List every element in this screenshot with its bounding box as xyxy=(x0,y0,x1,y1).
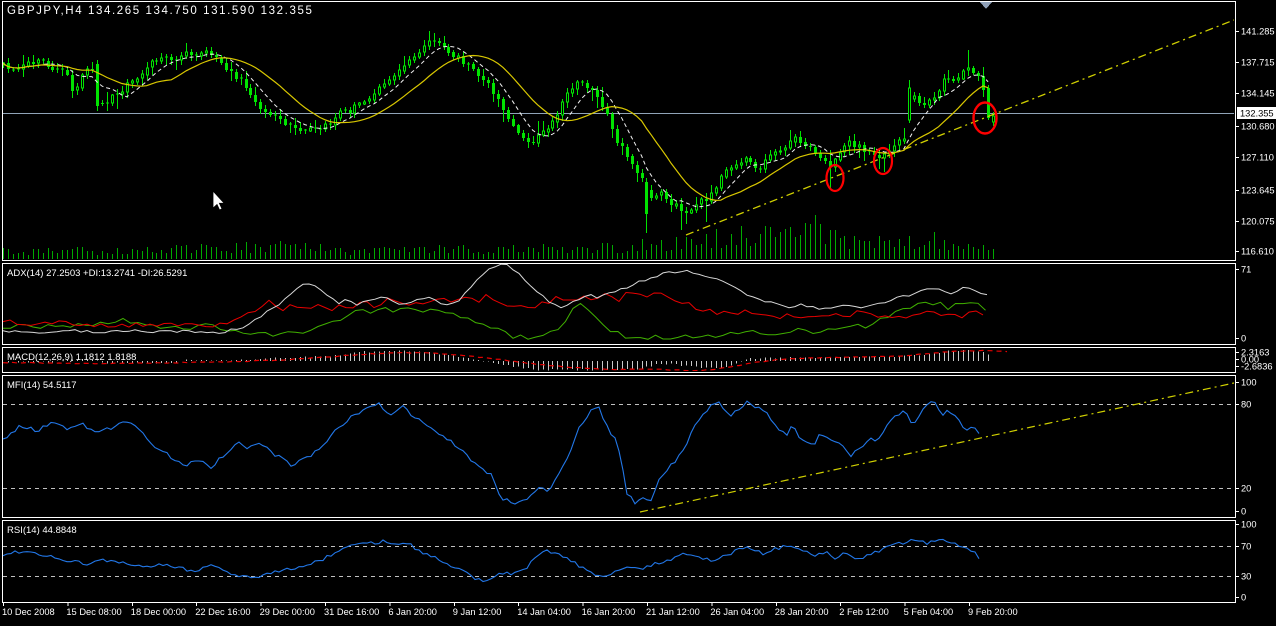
svg-text:0.00: 0.00 xyxy=(1241,355,1259,365)
svg-text:ADX(14) 27.2503 +DI:13.2741 -D: ADX(14) 27.2503 +DI:13.2741 -DI:26.5291 xyxy=(7,268,187,279)
svg-text:0: 0 xyxy=(1241,334,1246,344)
svg-text:0: 0 xyxy=(1241,593,1246,603)
svg-text:100: 100 xyxy=(1241,378,1257,388)
svg-text:RSI(14) 44.8848: RSI(14) 44.8848 xyxy=(7,525,77,536)
svg-text:2 Feb 12:00: 2 Feb 12:00 xyxy=(839,607,889,617)
svg-text:5 Feb 04:00: 5 Feb 04:00 xyxy=(904,607,954,617)
svg-text:28 Jan 20:00: 28 Jan 20:00 xyxy=(775,607,829,617)
svg-text:137.715: 137.715 xyxy=(1241,58,1275,68)
svg-text:141.285: 141.285 xyxy=(1241,27,1275,37)
svg-text:116.610: 116.610 xyxy=(1241,247,1274,257)
svg-text:134.145: 134.145 xyxy=(1241,89,1275,99)
svg-text:15 Dec 08:00: 15 Dec 08:00 xyxy=(66,607,121,617)
svg-text:-2.6836: -2.6836 xyxy=(1241,362,1273,372)
svg-text:14 Jan 04:00: 14 Jan 04:00 xyxy=(517,607,571,617)
svg-text:123.645: 123.645 xyxy=(1241,186,1275,196)
svg-text:MACD(12,26,9) 1.1812 1.8188: MACD(12,26,9) 1.1812 1.8188 xyxy=(7,352,136,363)
svg-text:130.680: 130.680 xyxy=(1241,122,1275,132)
svg-text:20: 20 xyxy=(1241,484,1251,494)
svg-text:9 Jan 12:00: 9 Jan 12:00 xyxy=(453,607,502,617)
svg-text:6 Jan 20:00: 6 Jan 20:00 xyxy=(388,607,437,617)
svg-text:16 Jan 20:00: 16 Jan 20:00 xyxy=(582,607,636,617)
svg-text:80: 80 xyxy=(1241,400,1251,410)
svg-text:70: 70 xyxy=(1241,542,1251,552)
svg-text:21 Jan 12:00: 21 Jan 12:00 xyxy=(646,607,700,617)
svg-text:30: 30 xyxy=(1241,572,1251,582)
svg-text:26 Jan 04:00: 26 Jan 04:00 xyxy=(710,607,764,617)
svg-text:100: 100 xyxy=(1241,520,1257,530)
svg-text:127.110: 127.110 xyxy=(1241,153,1274,163)
svg-text:31 Dec 16:00: 31 Dec 16:00 xyxy=(324,607,379,617)
svg-text:GBPJPY,H4 134.265 134.750 131: GBPJPY,H4 134.265 134.750 131.590 132.35… xyxy=(7,5,313,17)
svg-text:9 Feb 20:00: 9 Feb 20:00 xyxy=(968,607,1018,617)
svg-text:18 Dec 00:00: 18 Dec 00:00 xyxy=(131,607,186,617)
svg-text:10 Dec 2008: 10 Dec 2008 xyxy=(2,607,55,617)
svg-text:71: 71 xyxy=(1241,265,1251,275)
svg-text:22 Dec 16:00: 22 Dec 16:00 xyxy=(195,607,250,617)
svg-text:29 Dec 00:00: 29 Dec 00:00 xyxy=(260,607,315,617)
svg-text:0: 0 xyxy=(1241,507,1246,517)
svg-text:MFI(14) 54.5117: MFI(14) 54.5117 xyxy=(7,380,77,391)
svg-text:132.355: 132.355 xyxy=(1240,109,1274,119)
svg-text:2.3163: 2.3163 xyxy=(1241,348,1269,358)
svg-text:120.075: 120.075 xyxy=(1241,217,1275,227)
